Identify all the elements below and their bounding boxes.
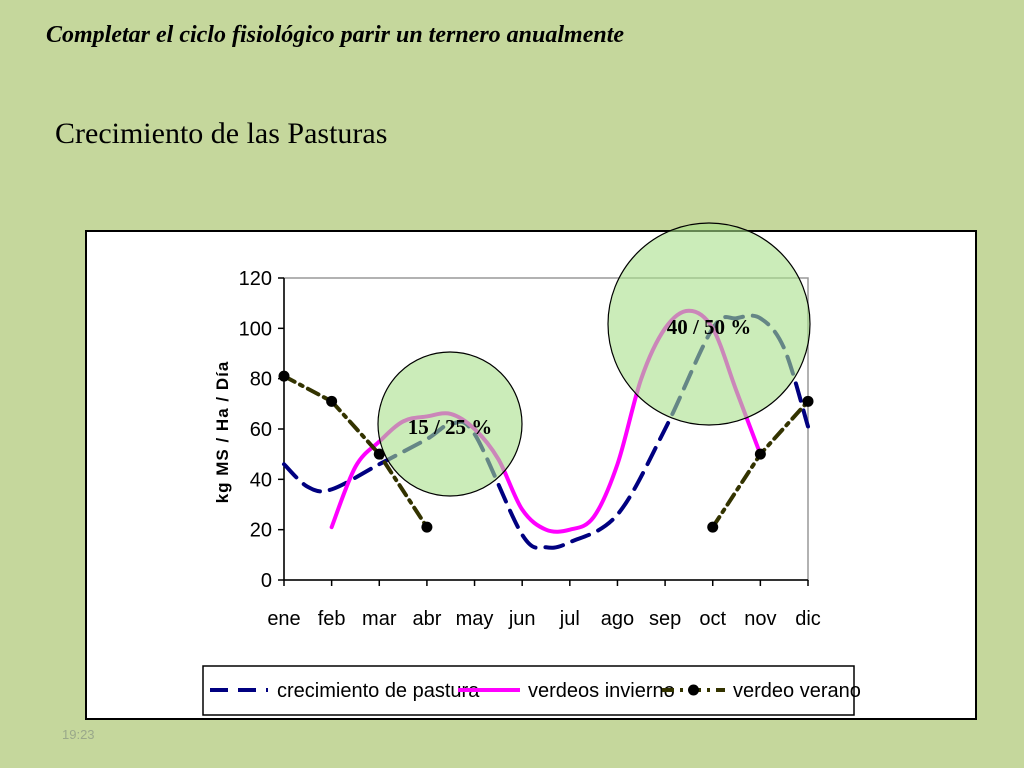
legend-label: verdeo verano [733,680,861,702]
x-tick-label: ene [267,608,300,630]
series-verdeo-verano-point [278,370,290,382]
x-tick-label: jun [508,608,536,630]
y-tick-label: 0 [261,570,272,592]
chart-frame [85,230,977,720]
legend-label: verdeos invierno [528,680,675,702]
slide-subtitle: Completar el ciclo fisiológico parir un … [46,22,625,48]
series-verdeo-verano-point [802,395,814,407]
x-tick-label: dic [795,608,821,630]
annotation-label: 40 / 50 % [667,315,752,339]
y-axis-label: kg MS / Ha / Día [213,361,232,504]
x-tick-label: mar [362,608,397,630]
series-verdeo-verano-line [282,374,429,530]
series-verdeo-verano-point [326,395,338,407]
series-verdeo-verano-point [373,448,385,460]
series-verdeo-verano-point [754,448,766,460]
series-verdeo-verano-point [421,521,433,533]
y-tick-label: 20 [250,520,272,542]
y-tick-label: 60 [250,419,272,441]
slide-time: 19:23 [62,727,95,742]
y-tick-label: 40 [250,469,272,491]
y-tick-label: 100 [239,318,272,340]
y-tick-label: 120 [239,268,272,290]
x-tick-label: abr [412,608,441,630]
x-tick-label: jul [559,608,580,630]
annotation-label: 15 / 25 % [408,415,493,439]
annotation-circle [607,222,811,426]
x-tick-label: ago [601,608,634,630]
legend-box [202,665,855,716]
annotation-circle [377,351,523,497]
x-tick-label: sep [649,608,681,630]
chart-legend: crecimiento de pastura verdeos invierno ve… [202,665,861,716]
legend-marker [688,684,699,696]
series-verdeo-verano-point [707,521,719,533]
y-tick-label: 80 [250,369,272,391]
legend-label: crecimiento de pastura [277,680,480,702]
x-tick-label: nov [744,608,776,630]
x-tick-label: may [456,608,494,630]
slide-title: Crecimiento de las Pasturas [55,117,388,150]
x-tick-label: oct [699,608,726,630]
x-tick-label: feb [318,608,346,630]
